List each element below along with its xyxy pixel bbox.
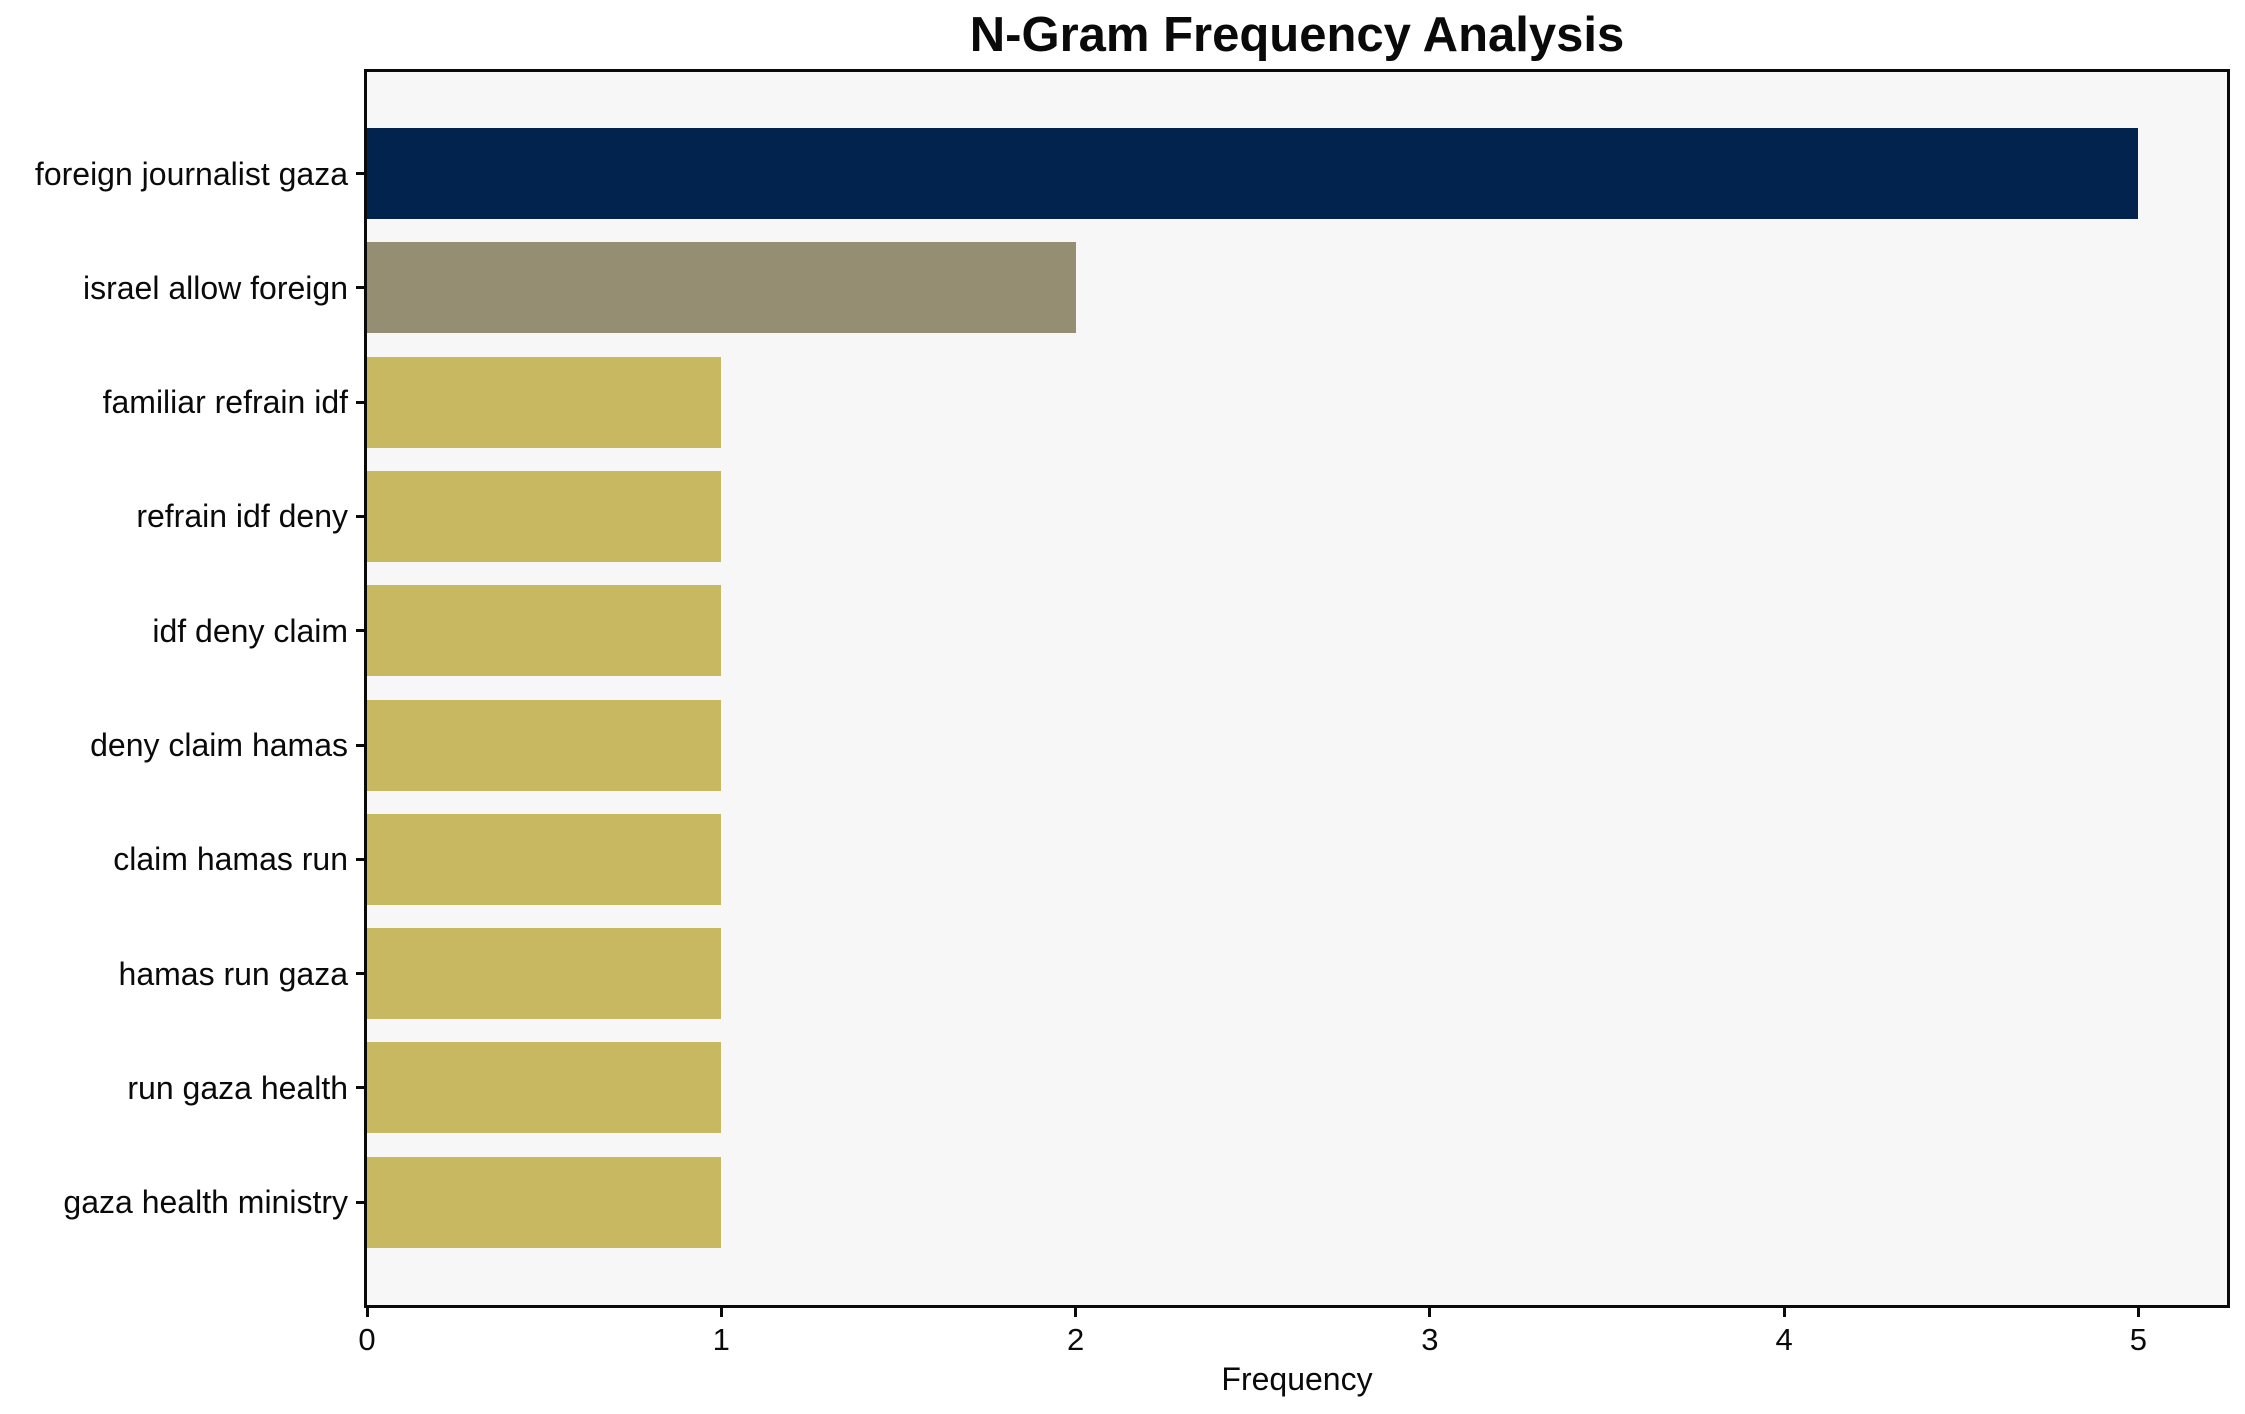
y-tick-label: run gaza health xyxy=(127,1069,348,1106)
y-tick-label: israel allow foreign xyxy=(82,269,348,306)
y-tick-mark xyxy=(356,400,364,404)
bar-familiar-refrain-idf xyxy=(367,356,722,448)
x-axis-title: Frequency xyxy=(1221,1361,1373,1397)
bar-idf-deny-claim xyxy=(367,585,722,677)
y-tick-label: foreign journalist gaza xyxy=(34,155,348,192)
x-tick-label: 1 xyxy=(712,1322,730,1357)
y-tick-label: familiar refrain idf xyxy=(102,384,348,421)
y-tick-mark xyxy=(356,286,364,290)
y-tick-label: idf deny claim xyxy=(152,612,348,649)
plot-area xyxy=(364,69,2230,1308)
bar-gaza-health-ministry xyxy=(367,1156,722,1248)
y-tick-mark xyxy=(356,172,364,175)
x-tick-label: 3 xyxy=(1421,1322,1439,1357)
x-tick-label: 4 xyxy=(1775,1322,1793,1357)
y-tick-mark xyxy=(356,743,364,747)
bar-hamas-run-gaza xyxy=(367,928,722,1020)
chart-title: N-Gram Frequency Analysis xyxy=(969,8,1625,62)
x-tick-label: 0 xyxy=(358,1322,376,1357)
y-tick-label: gaza health ministry xyxy=(63,1184,348,1221)
bar-run-gaza-health xyxy=(367,1042,722,1134)
x-tick-mark xyxy=(1428,1308,1432,1317)
bar-israel-allow-foreign xyxy=(367,242,1076,334)
y-tick-label: deny claim hamas xyxy=(90,727,348,763)
x-tick-label: 5 xyxy=(2129,1322,2148,1357)
bar-deny-claim-hamas xyxy=(367,699,722,791)
bar-foreign-journalist-gaza xyxy=(367,128,2139,219)
y-tick-mark xyxy=(356,1086,364,1090)
x-tick-mark xyxy=(719,1308,723,1317)
x-tick-mark xyxy=(1782,1308,1786,1317)
x-tick-mark xyxy=(365,1308,369,1317)
y-tick-label: refrain idf deny xyxy=(136,498,348,535)
y-tick-mark xyxy=(356,514,364,518)
y-tick-label: claim hamas run xyxy=(113,841,348,878)
x-tick-label: 2 xyxy=(1066,1322,1085,1357)
y-tick-mark xyxy=(356,857,364,861)
y-tick-mark xyxy=(356,972,364,976)
x-tick-mark xyxy=(2136,1308,2140,1317)
y-tick-mark xyxy=(356,629,364,633)
y-tick-label: hamas run gaza xyxy=(118,955,348,992)
bar-refrain-idf-deny xyxy=(367,470,722,562)
y-tick-mark xyxy=(356,1200,364,1204)
x-tick-mark xyxy=(1074,1308,1078,1317)
bar-claim-hamas-run xyxy=(367,813,722,905)
